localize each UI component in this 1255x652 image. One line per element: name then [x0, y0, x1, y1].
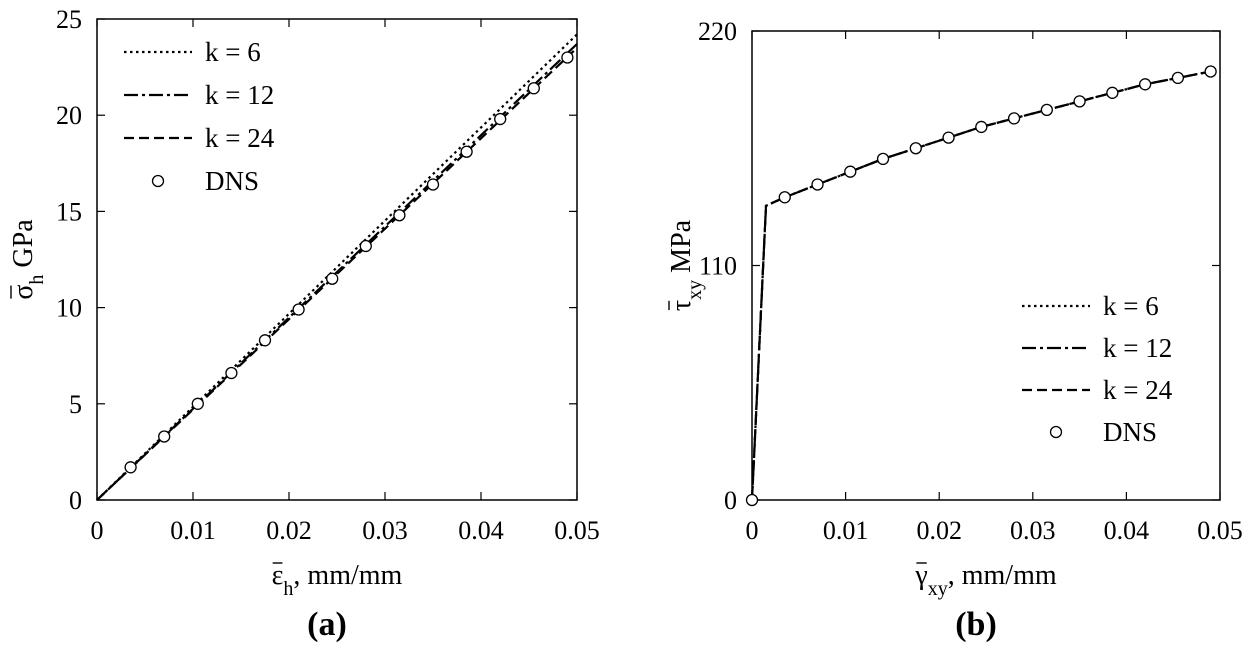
- x-tick-label: 0.02: [916, 516, 962, 545]
- x-tick-label: 0.01: [170, 516, 216, 545]
- x-tick-label: 0.04: [458, 516, 504, 545]
- x-tick-label: 0.03: [362, 516, 408, 545]
- legend-label: k = 6: [205, 37, 261, 67]
- y-tick-label: 10: [56, 294, 82, 323]
- panel-label: (a): [307, 606, 347, 643]
- y-axis-label: τxy MPa: [666, 219, 706, 311]
- dns-point: [1007, 112, 1021, 125]
- x-axis-label-symbol: ε: [272, 560, 284, 591]
- dns-point: [811, 178, 824, 191]
- dns-point: [426, 178, 440, 191]
- y-axis-label-unit: MPa: [666, 219, 697, 279]
- x-axis-label: γxy, mm/mm: [914, 560, 1056, 600]
- series-line-24: [750, 70, 1211, 501]
- x-tick-label: 0.05: [1197, 516, 1243, 545]
- dns-point: [876, 152, 890, 166]
- dns-point: [1138, 78, 1152, 91]
- dns-point: [326, 272, 339, 285]
- legend-label: k = 6: [1103, 291, 1159, 321]
- x-tick-label: 0.01: [823, 516, 869, 545]
- dns-point: [844, 165, 857, 178]
- y-tick-label: 20: [56, 101, 82, 130]
- x-tick-label: 0: [746, 516, 759, 545]
- y-axis-label-unit: GPa: [8, 219, 39, 275]
- y-tick-label: 110: [699, 252, 737, 281]
- x-tick-label: 0.03: [1010, 516, 1056, 545]
- x-tick-label: 0.04: [1104, 516, 1150, 545]
- y-tick-label: 5: [69, 390, 82, 419]
- y-tick-label: 25: [56, 5, 82, 34]
- dns-point: [158, 430, 171, 443]
- legend-label: DNS: [205, 166, 259, 196]
- legend: k = 6 k = 12 k = 24 DNS: [1022, 291, 1173, 447]
- dns-point: [561, 51, 574, 64]
- dns-point: [527, 82, 540, 95]
- x-tick-label: 0: [91, 516, 104, 545]
- dns-point: [225, 366, 238, 380]
- dns-point: [909, 142, 922, 155]
- dns-point: [778, 191, 791, 204]
- dns-point: [460, 145, 473, 158]
- y-tick-label: 220: [698, 17, 737, 46]
- legend-label: k = 12: [205, 80, 274, 110]
- dns-point: [1106, 86, 1119, 99]
- y-axis-label-subscript: h: [26, 275, 48, 285]
- dns-point: [942, 131, 955, 144]
- dns-point: [745, 493, 759, 507]
- dns-point: [494, 112, 507, 126]
- dns-point: [191, 397, 204, 410]
- y-tick-label: 0: [69, 486, 82, 515]
- y-axis-label: σh GPa: [8, 219, 48, 300]
- dns-point: [292, 303, 305, 316]
- dns-point: [393, 209, 406, 222]
- y-axis-label-subscript: xy: [684, 280, 706, 300]
- y-axis-label-symbol: τ: [666, 300, 697, 311]
- panel-label: (b): [955, 606, 997, 643]
- legend-label: k = 24: [1103, 375, 1173, 405]
- y-tick-label: 15: [56, 197, 82, 226]
- plot-frame: [96, 18, 578, 501]
- legend-label: DNS: [1103, 417, 1157, 447]
- dns-point: [1204, 65, 1217, 78]
- x-axis-label-subscript: xy: [928, 578, 948, 600]
- dns-point: [1073, 95, 1086, 108]
- x-tick-label: 0.02: [266, 516, 312, 545]
- dns-point: [1040, 103, 1053, 117]
- legend-marker-dns: [1049, 425, 1063, 439]
- x-tick-label: 0.05: [554, 516, 600, 545]
- dns-point: [975, 120, 988, 134]
- dns-point: [258, 334, 272, 347]
- x-axis-label: εh, mm/mm: [272, 560, 403, 600]
- x-axis-label-subscript: h: [283, 578, 293, 600]
- x-axis-label-symbol: γ: [914, 560, 927, 591]
- legend: k = 6 k = 12 k = 24 DNS: [124, 37, 275, 196]
- y-tick-label: 0: [724, 486, 737, 515]
- dns-point: [359, 239, 372, 253]
- legend-label: k = 24: [205, 123, 275, 153]
- y-axis-label-symbol: σ: [8, 285, 39, 300]
- dns-point: [1171, 71, 1185, 85]
- dns-point: [124, 461, 137, 474]
- legend-marker-dns: [151, 174, 165, 188]
- legend-label: k = 12: [1103, 333, 1172, 363]
- x-axis-label-unit: , mm/mm: [293, 560, 402, 591]
- x-axis-label-unit: , mm/mm: [948, 560, 1057, 591]
